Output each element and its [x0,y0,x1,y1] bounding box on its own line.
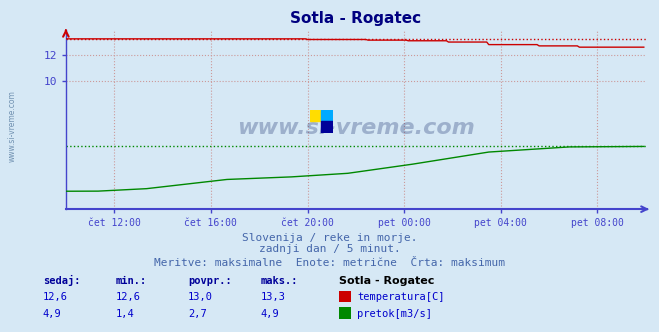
Text: 1,4: 1,4 [115,309,134,319]
Text: 2,7: 2,7 [188,309,206,319]
Text: 13,0: 13,0 [188,292,213,302]
Bar [310,110,322,121]
Text: 12,6: 12,6 [43,292,68,302]
Text: Sotla - Rogatec: Sotla - Rogatec [339,276,435,286]
Text: pretok[m3/s]: pretok[m3/s] [357,309,432,319]
Text: temperatura[C]: temperatura[C] [357,292,445,302]
Text: Meritve: maksimalne  Enote: metrične  Črta: maksimum: Meritve: maksimalne Enote: metrične Črta… [154,258,505,268]
Text: 13,3: 13,3 [260,292,285,302]
Text: www.si-vreme.com: www.si-vreme.com [7,90,16,162]
Bar [322,121,333,133]
Text: zadnji dan / 5 minut.: zadnji dan / 5 minut. [258,244,401,254]
Text: 4,9: 4,9 [260,309,279,319]
Text: povpr.:: povpr.: [188,276,231,286]
Text: sedaj:: sedaj: [43,275,80,286]
Text: Slovenija / reke in morje.: Slovenija / reke in morje. [242,233,417,243]
Text: www.si-vreme.com: www.si-vreme.com [237,119,474,138]
Text: 12,6: 12,6 [115,292,140,302]
Text: 4,9: 4,9 [43,309,61,319]
Title: Sotla - Rogatec: Sotla - Rogatec [291,11,421,26]
Text: min.:: min.: [115,276,146,286]
Text: maks.:: maks.: [260,276,298,286]
Bar [322,110,333,121]
